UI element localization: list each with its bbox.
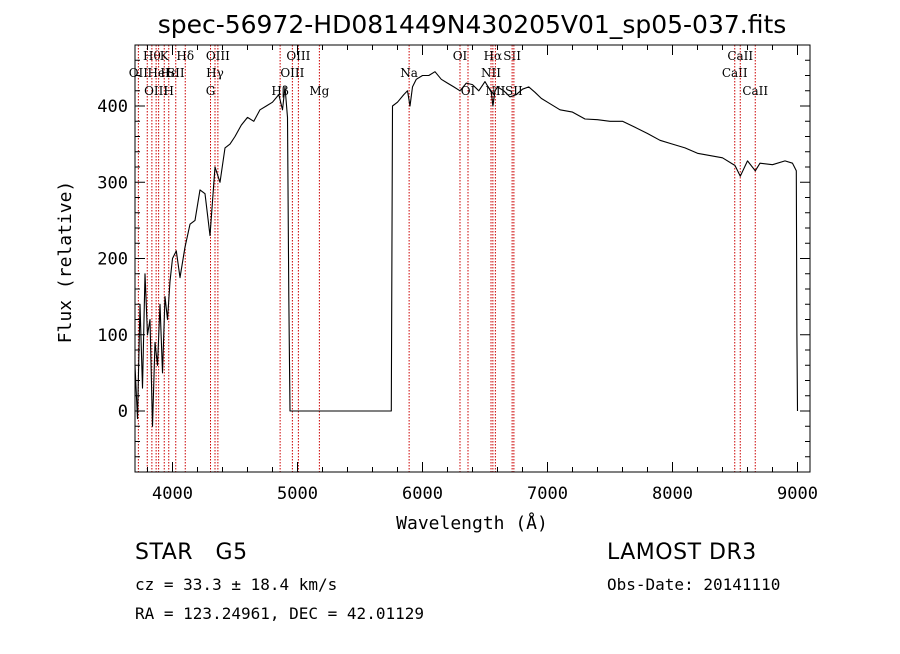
obs-date-label: Obs-Date: 20141110 — [607, 575, 781, 594]
line-label: H — [164, 84, 174, 98]
line-label: CaII — [722, 66, 748, 80]
y-tick-label: 200 — [97, 250, 128, 270]
line-label: SII — [505, 84, 523, 98]
object-class: STAR G5 — [135, 540, 248, 565]
class-label: STAR — [135, 540, 194, 565]
subclass-label: G5 — [215, 540, 248, 565]
line-label: SII — [503, 49, 521, 63]
line-markers: OIIHθOIIIHeIKHεHSIIHδGHγOIIIHβOIIIOIIIMg… — [129, 45, 768, 472]
y-tick-label: 400 — [97, 97, 128, 117]
line-label: OI — [453, 49, 468, 63]
chart-title: spec-56972-HD081449N430205V01_sp05-037.f… — [158, 10, 787, 39]
y-tick-label: 300 — [97, 173, 128, 193]
line-label: OI — [461, 84, 476, 98]
x-tick-label: 8000 — [652, 484, 693, 504]
survey-label: LAMOST DR3 — [607, 540, 757, 565]
line-label: OIII — [280, 66, 304, 80]
line-label: NII — [481, 66, 501, 80]
line-label: CaII — [727, 49, 753, 63]
spectrum-series — [134, 71, 799, 427]
y-axis-label: Flux (relative) — [55, 181, 76, 344]
x-axis: 4000 5000 6000 7000 8000 9000 — [147, 45, 818, 504]
line-label: SII — [167, 66, 185, 80]
line-label: OIII — [144, 84, 168, 98]
x-tick-label: 7000 — [527, 484, 568, 504]
line-label: Hε — [160, 66, 177, 80]
x-tick-label: 6000 — [402, 484, 443, 504]
line-label: OIII — [286, 49, 310, 63]
y-tick-label: 100 — [97, 326, 128, 346]
line-label: Hθ — [143, 49, 161, 63]
y-tick-label: 0 — [118, 402, 128, 422]
coordinates-label: RA = 123.24961, DEC = 42.01129 — [135, 604, 424, 623]
line-label: OII — [129, 66, 149, 80]
line-label: OIII — [206, 49, 230, 63]
redshift-label: cz = 33.3 ± 18.4 km/s — [135, 575, 338, 594]
x-tick-label: 5000 — [277, 484, 318, 504]
y-axis: 0 100 200 300 400 — [97, 59, 810, 458]
line-label: Na — [400, 66, 418, 80]
line-label: K — [160, 49, 170, 63]
line-label: G — [206, 84, 216, 98]
spectrum-line — [134, 71, 799, 427]
x-tick-label: 9000 — [777, 484, 818, 504]
line-label: Mg — [309, 84, 329, 98]
line-label: Hγ — [206, 66, 224, 80]
line-label: CaII — [742, 84, 768, 98]
x-axis-label: Wavelength (Å) — [396, 512, 548, 534]
x-tick-label: 4000 — [152, 484, 193, 504]
line-label: Hδ — [176, 49, 194, 63]
plot-frame — [134, 44, 811, 473]
line-label: Hα — [484, 49, 503, 63]
